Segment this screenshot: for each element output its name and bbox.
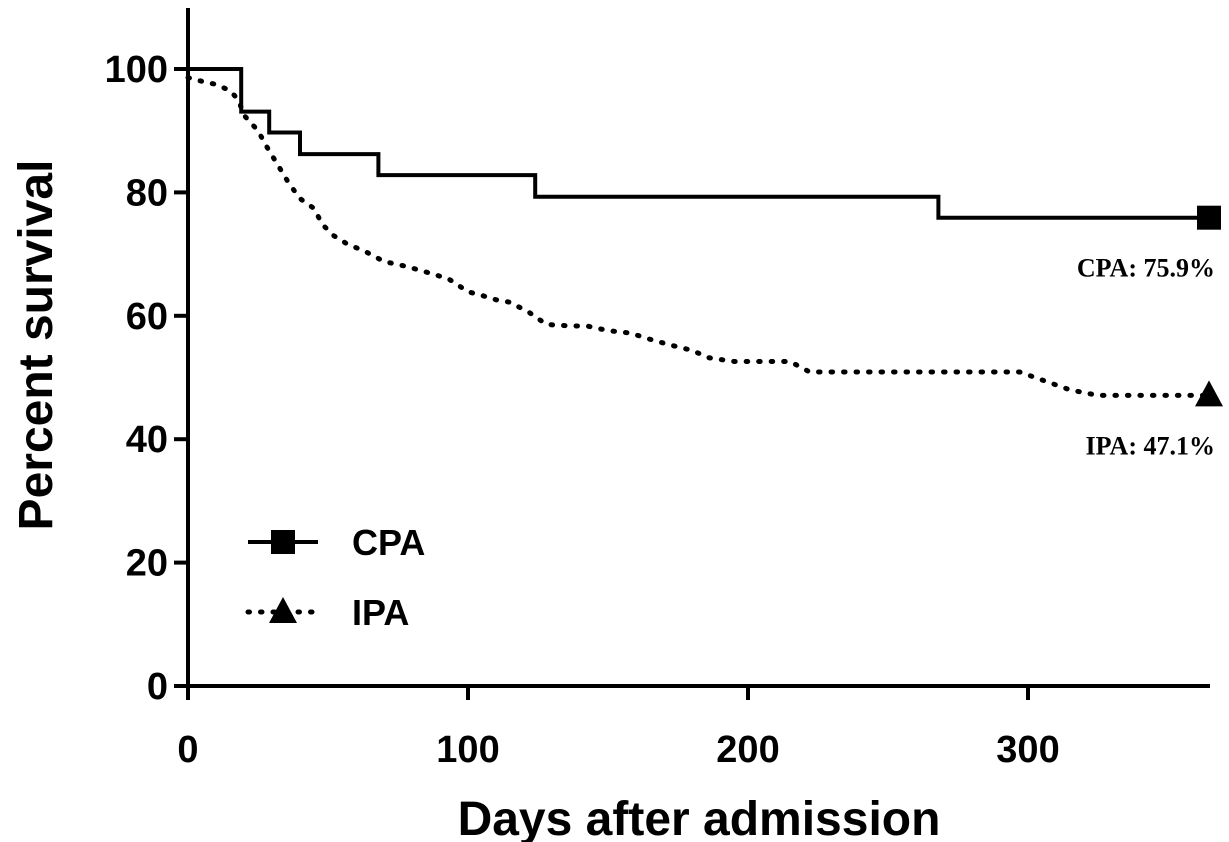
- legend: CPA IPA: [245, 522, 425, 633]
- cpa-series-line: [188, 67, 1210, 220]
- y-axis-title: Percent survival: [10, 160, 63, 531]
- ipa-series-line: [185, 75, 1213, 398]
- cpa-end-label: CPA: 75.9%: [1077, 254, 1215, 283]
- x-tick-label: 300: [996, 729, 1059, 771]
- cpa-end-marker: [1197, 205, 1221, 230]
- x-tick-label: 100: [436, 729, 499, 771]
- y-tick-label: 60: [126, 296, 168, 338]
- y-tick-label: 20: [126, 543, 168, 585]
- y-tick-label: 100: [105, 49, 168, 91]
- y-tick-label: 80: [126, 172, 168, 214]
- y-tick-label: 40: [126, 419, 168, 461]
- ipa-end-marker: [1195, 380, 1223, 407]
- legend-cpa-marker: [271, 530, 295, 554]
- y-tick-label: 0: [147, 666, 168, 708]
- x-axis-title: Days after admission: [458, 793, 941, 842]
- ipa-end-label: IPA: 47.1%: [1085, 431, 1215, 460]
- legend-ipa-marker: [269, 597, 297, 623]
- x-tick-label: 0: [177, 729, 198, 771]
- x-tick-label: 200: [716, 729, 779, 771]
- legend-ipa-label: IPA: [352, 592, 409, 633]
- legend-cpa-label: CPA: [352, 522, 425, 563]
